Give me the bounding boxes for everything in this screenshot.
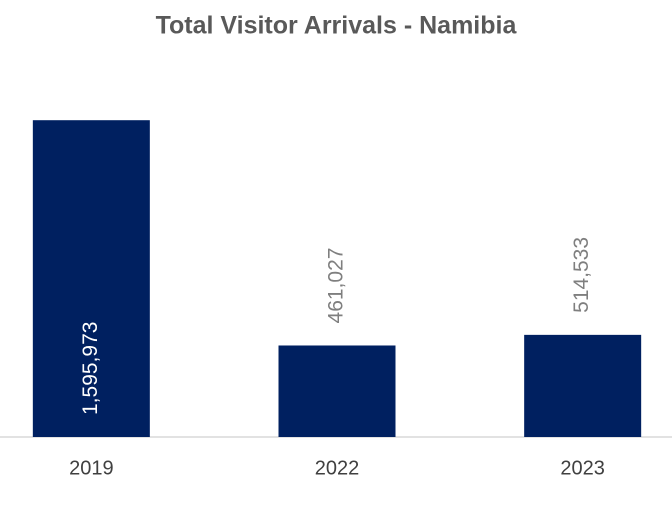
x-tick-label: 2023 — [560, 457, 605, 479]
bar — [524, 334, 642, 437]
x-tick-label: 2022 — [315, 457, 360, 479]
data-label: 514,533 — [570, 237, 593, 313]
x-tick-label: 2019 — [69, 457, 114, 479]
data-label: 461,027 — [325, 248, 348, 324]
chart-title: Total Visitor Arrivals - Namibia — [156, 12, 518, 40]
data-label: 1,595,973 — [79, 322, 102, 415]
bar — [278, 345, 396, 437]
bar — [32, 120, 150, 438]
